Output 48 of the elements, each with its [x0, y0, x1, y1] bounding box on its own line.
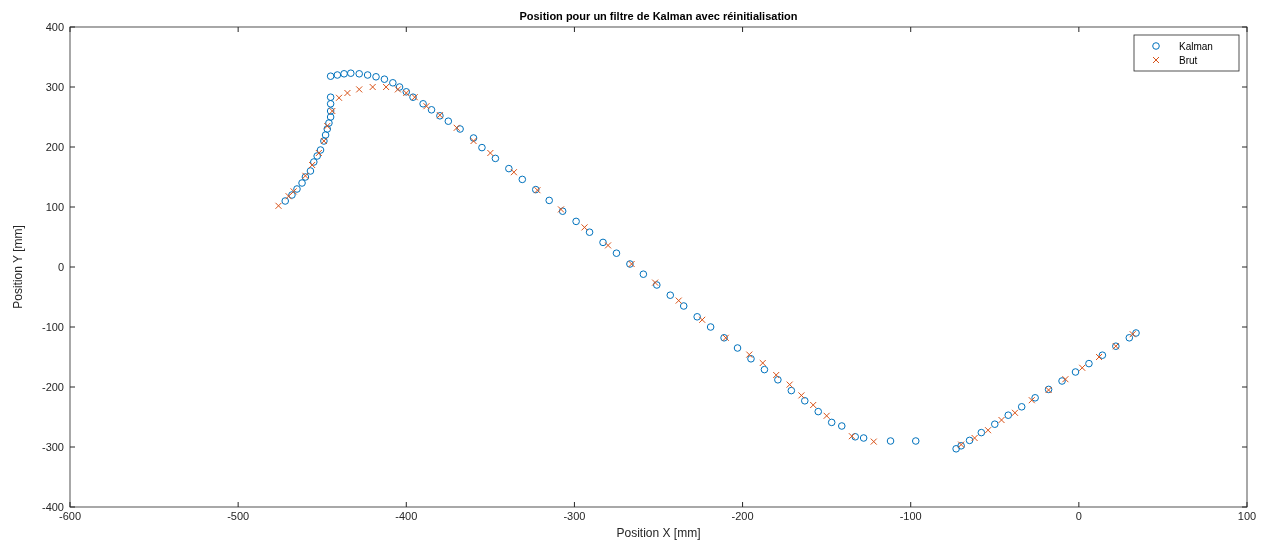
- point: [355, 85, 363, 93]
- x-tick-label: -400: [395, 510, 418, 522]
- point: [369, 83, 377, 91]
- y-tick-label: 0: [57, 261, 64, 273]
- legend-label: Brut: [1179, 55, 1198, 66]
- y-tick-label: -300: [41, 441, 64, 453]
- point: [343, 89, 351, 97]
- point: [1011, 409, 1019, 417]
- point: [604, 241, 612, 249]
- y-tick-label: 100: [45, 201, 64, 213]
- point: [698, 316, 706, 324]
- y-tick-label: -200: [41, 381, 64, 393]
- point: [675, 297, 683, 305]
- y-tick-label: -400: [41, 501, 64, 513]
- point: [971, 434, 979, 442]
- point: [772, 371, 780, 379]
- point: [275, 202, 282, 210]
- point: [335, 94, 343, 102]
- x-tick-label: -600: [58, 510, 82, 522]
- x-tick-label: -500: [227, 510, 250, 522]
- point: [998, 416, 1006, 424]
- point: [823, 412, 831, 420]
- point: [745, 351, 753, 359]
- point: [486, 149, 494, 157]
- y-tick-label: 400: [45, 21, 64, 33]
- point: [1078, 364, 1086, 372]
- point: [797, 391, 805, 399]
- x-tick-label: 0: [1075, 510, 1082, 522]
- y-tick-label: 300: [45, 81, 64, 93]
- x-tick-label: -200: [731, 510, 754, 522]
- point: [581, 223, 589, 231]
- x-tick-label: 100: [1237, 510, 1257, 522]
- chart-title: Position pour un filtre de Kalman avec réinitialisation: [519, 10, 798, 22]
- point: [510, 168, 518, 176]
- point: [848, 432, 856, 440]
- point: [382, 83, 390, 91]
- x-tick-label: -100: [899, 510, 922, 522]
- point: [759, 359, 767, 367]
- y-tick-label: -100: [41, 321, 64, 333]
- point: [809, 401, 817, 409]
- legend-label: Kalman: [1179, 41, 1213, 52]
- y-axis-title: Position Y [mm]: [11, 225, 25, 309]
- point: [786, 381, 794, 389]
- x-axis-title: Position X [mm]: [616, 526, 701, 540]
- x-tick-label: -300: [563, 510, 586, 522]
- y-tick-label: 200: [45, 141, 64, 153]
- point: [984, 426, 992, 434]
- point: [870, 438, 878, 446]
